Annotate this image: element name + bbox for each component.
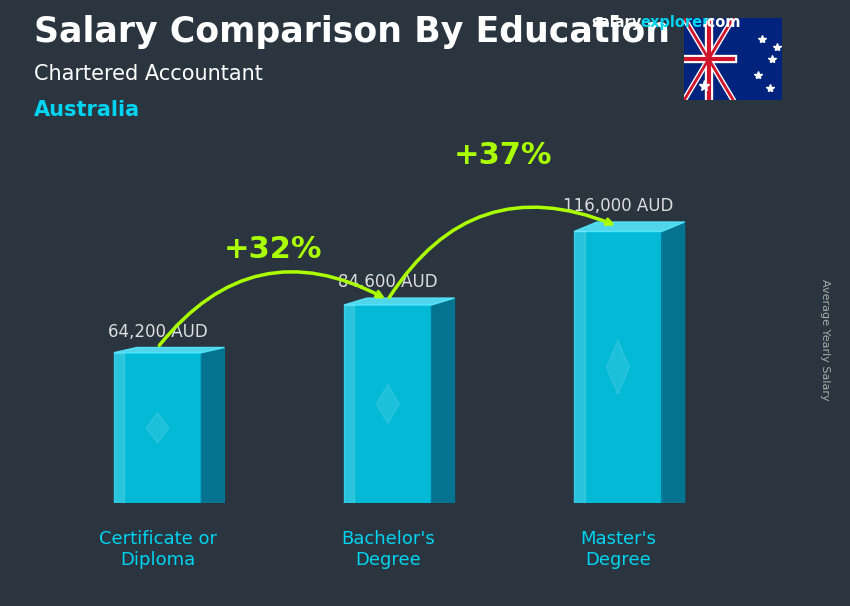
Polygon shape: [661, 222, 684, 503]
Polygon shape: [574, 231, 585, 503]
Polygon shape: [574, 231, 661, 503]
Text: Bachelor's
Degree: Bachelor's Degree: [341, 530, 434, 569]
Polygon shape: [344, 298, 455, 305]
Polygon shape: [344, 305, 432, 503]
Text: Chartered Accountant: Chartered Accountant: [34, 64, 263, 84]
Text: Master's
Degree: Master's Degree: [580, 530, 656, 569]
Polygon shape: [606, 340, 629, 395]
Polygon shape: [377, 384, 400, 424]
Polygon shape: [344, 305, 354, 503]
Text: +32%: +32%: [224, 235, 322, 264]
Text: Certificate or
Diploma: Certificate or Diploma: [99, 530, 217, 569]
Text: 84,600 AUD: 84,600 AUD: [338, 273, 438, 291]
Text: .com: .com: [701, 15, 740, 30]
Text: +37%: +37%: [454, 141, 552, 170]
Text: 116,000 AUD: 116,000 AUD: [563, 197, 673, 215]
Text: Australia: Australia: [34, 100, 140, 120]
Text: Salary Comparison By Education: Salary Comparison By Education: [34, 15, 670, 49]
Polygon shape: [114, 347, 224, 353]
Text: Average Yearly Salary: Average Yearly Salary: [820, 279, 830, 400]
Text: explorer: explorer: [640, 15, 710, 30]
Polygon shape: [114, 353, 124, 503]
Text: 64,200 AUD: 64,200 AUD: [108, 322, 207, 341]
Polygon shape: [201, 347, 224, 503]
Polygon shape: [574, 222, 684, 231]
Text: salary: salary: [591, 15, 641, 30]
Polygon shape: [432, 298, 455, 503]
Polygon shape: [146, 413, 169, 443]
Polygon shape: [114, 353, 201, 503]
